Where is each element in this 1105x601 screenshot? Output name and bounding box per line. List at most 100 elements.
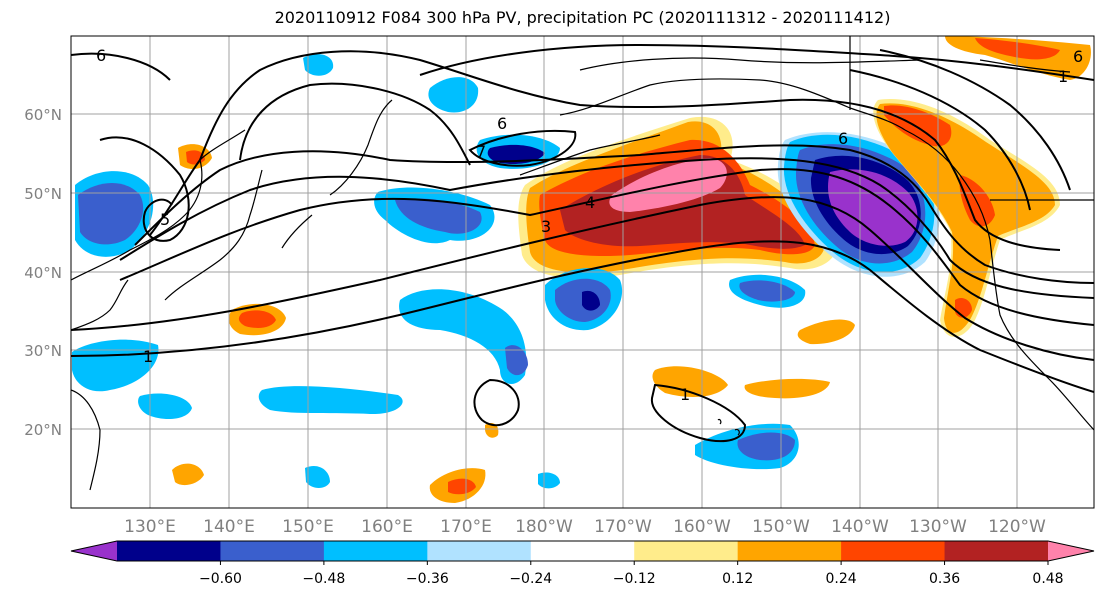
negative-anomaly-south-west-b bbox=[138, 393, 192, 420]
pv-contour-3 bbox=[119, 168, 1094, 326]
colorbar-extend-max bbox=[1048, 541, 1094, 561]
positive-anomaly-south-d bbox=[744, 378, 830, 399]
contour-label: 6 bbox=[838, 129, 848, 148]
border-us-canada bbox=[849, 36, 1094, 201]
lon-label: 180°W bbox=[515, 517, 573, 537]
negative-anomaly-subtrop-b-blue bbox=[505, 345, 528, 376]
pv-contours bbox=[71, 43, 1094, 443]
coastlines bbox=[71, 36, 1094, 491]
lon-label: 140°E bbox=[203, 517, 255, 537]
latitude-labels: 60°N 50°N 40°N 30°N 20°N bbox=[24, 106, 62, 439]
map-frame bbox=[70, 35, 1095, 509]
lon-label: 160°E bbox=[361, 517, 413, 537]
colorbar-swatch bbox=[841, 541, 946, 561]
lat-label-50n: 50°N bbox=[24, 185, 62, 203]
pv-contour-subtrop-circle bbox=[473, 378, 520, 427]
colorbar-tick-label: 0.36 bbox=[929, 571, 960, 587]
coastline-arctic bbox=[579, 57, 1071, 73]
colorbar-tick-label: −0.24 bbox=[509, 571, 552, 587]
colorbar-extend-min bbox=[71, 541, 117, 561]
graticule bbox=[71, 36, 1094, 508]
negative-anomaly-gulf-alaska-purple bbox=[828, 169, 918, 246]
lon-label: 170°E bbox=[440, 517, 492, 537]
contour-label: 5 bbox=[160, 210, 170, 229]
contour-label: 6 bbox=[1073, 47, 1083, 66]
colorbar-swatch bbox=[323, 541, 428, 561]
colorbar-tick-label: −0.60 bbox=[199, 571, 242, 587]
lon-label: 120°W bbox=[988, 517, 1046, 537]
contour-labels: 6 6 6 7 3 4 5 1 1 1 6 bbox=[96, 46, 1083, 404]
colorbar-swatch bbox=[944, 541, 1049, 561]
positive-anomaly-na-north bbox=[945, 36, 1091, 80]
contour-label: 3 bbox=[541, 217, 551, 236]
colorbar-swatch bbox=[737, 541, 842, 561]
colorbar: −0.60 −0.48 −0.36 −0.24 −0.12 0.12 0.24 0.36 0.4… bbox=[70, 540, 1095, 587]
lat-label-30n: 30°N bbox=[24, 342, 62, 360]
contour-label: 1 bbox=[143, 347, 153, 366]
contour-label: 6 bbox=[96, 46, 106, 65]
pv-contour-west-low bbox=[99, 136, 190, 242]
pv-contour-na bbox=[849, 49, 1071, 211]
positive-anomaly-south-f bbox=[485, 423, 499, 438]
colorbar-tick-label: 0.48 bbox=[1032, 571, 1063, 587]
pv-contour-6 bbox=[149, 50, 1061, 251]
coastline-japan bbox=[164, 169, 263, 301]
pv-contour-2 bbox=[71, 196, 1094, 361]
pv-contour-subtrop-ellipse bbox=[650, 383, 747, 443]
colorbar-swatch bbox=[117, 541, 221, 561]
lat-label-40n: 40°N bbox=[24, 264, 62, 282]
pv-contour-arctic bbox=[71, 43, 1094, 81]
colorbar-tick-label: 0.12 bbox=[722, 571, 753, 587]
lat-label-60n: 60°N bbox=[24, 106, 62, 124]
colorbar-swatch bbox=[634, 541, 739, 561]
coastline-asia bbox=[71, 129, 246, 491]
positive-anomaly-south-c bbox=[652, 366, 728, 397]
colorbar-swatch bbox=[220, 541, 325, 561]
coastline-alaska bbox=[519, 78, 906, 176]
positive-anomaly-south-b bbox=[172, 463, 204, 486]
colorbar-swatch bbox=[427, 541, 532, 561]
pv-contour-4 bbox=[119, 157, 1094, 299]
negative-anomaly-north-b-navy bbox=[487, 144, 545, 164]
pv-contour-north-loop bbox=[468, 129, 577, 167]
contour-label: 7 bbox=[476, 142, 486, 161]
positive-anomaly-na-coast-red bbox=[884, 105, 952, 147]
lon-label: 170°W bbox=[594, 517, 652, 537]
colorbar-tick-label: −0.36 bbox=[406, 571, 449, 587]
map-title: 2020110912 F084 300 hPa PV, precipitatio… bbox=[274, 8, 891, 27]
coastline-hawaii bbox=[717, 418, 740, 436]
contour-label: 4 bbox=[585, 193, 595, 212]
lat-label-20n: 20°N bbox=[24, 421, 62, 439]
pv-contour-5 bbox=[134, 144, 1094, 284]
pv-contour-ridge bbox=[239, 82, 471, 166]
colorbar-swatch bbox=[530, 541, 635, 561]
positive-anomaly-south-e bbox=[797, 319, 855, 345]
longitude-labels: 130°E 140°E 150°E 160°E 170°E 180°W 170°… bbox=[124, 517, 1046, 537]
map-panel: 6 6 6 7 3 4 5 1 1 1 6 bbox=[71, 36, 1094, 508]
negative-anomaly-midlat-a-blue bbox=[395, 198, 482, 234]
negative-anomaly-north-c bbox=[303, 54, 334, 76]
contour-label: 6 bbox=[497, 114, 507, 133]
negative-anomaly-west-blue bbox=[78, 182, 144, 245]
negative-anomaly-subtrop-b bbox=[399, 289, 527, 385]
coastline-north-america bbox=[904, 129, 1094, 431]
colorbar-tick-label: −0.12 bbox=[613, 571, 656, 587]
positive-anomaly-west-a-red bbox=[238, 310, 276, 328]
colorbar-tick-label: 0.24 bbox=[826, 571, 857, 587]
positive-anomaly-south-a-red bbox=[448, 478, 476, 495]
lon-label: 130°E bbox=[124, 517, 176, 537]
coastline-kamchatka bbox=[281, 99, 393, 249]
lon-label: 160°W bbox=[673, 517, 731, 537]
negative-anomaly-west-subtrop bbox=[72, 339, 159, 392]
contour-label: 1 bbox=[680, 385, 690, 404]
negative-anomaly-subtrop-a-navy bbox=[582, 290, 600, 311]
negative-anomaly-south-west-a bbox=[258, 386, 403, 415]
pv-contour-1 bbox=[71, 240, 1094, 393]
lon-label: 130°W bbox=[909, 517, 967, 537]
contour-label: 1 bbox=[1058, 67, 1068, 86]
lon-label: 150°W bbox=[752, 517, 810, 537]
lon-label: 140°W bbox=[831, 517, 889, 537]
colorbar-outline bbox=[70, 540, 1095, 562]
negative-anomaly-south-west-c bbox=[305, 465, 330, 488]
